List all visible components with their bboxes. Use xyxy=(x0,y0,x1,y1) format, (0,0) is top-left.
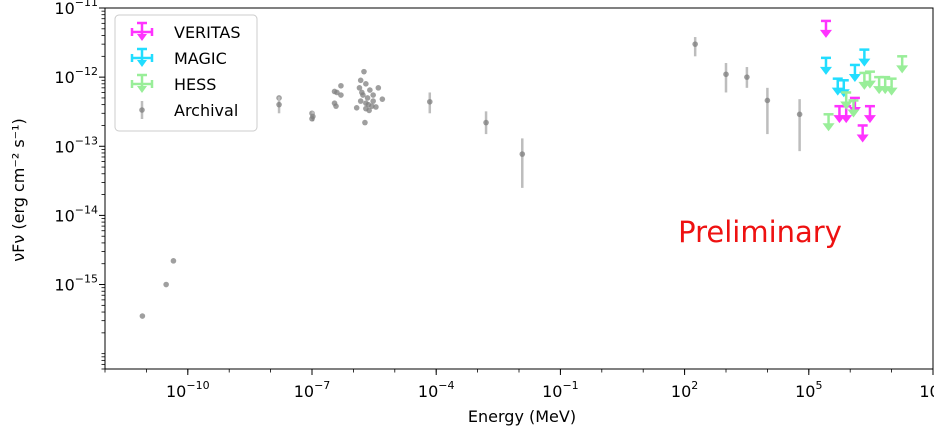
upper-limit-marker xyxy=(819,19,832,38)
x-tick-label: 10−10 xyxy=(166,379,210,401)
data-point xyxy=(796,111,803,118)
ul-arrowhead xyxy=(858,58,871,67)
upper-limit-marker xyxy=(847,99,860,118)
data-point xyxy=(360,92,366,98)
data-point xyxy=(426,98,433,105)
legend-item-veritas: VERITAS xyxy=(130,21,241,42)
upper-limit-marker xyxy=(863,70,876,89)
plot-area xyxy=(139,19,909,319)
ul-arrowhead xyxy=(885,87,898,96)
data-point xyxy=(764,97,771,104)
legend-arrowhead xyxy=(137,60,147,67)
data-point xyxy=(139,313,146,319)
ul-arrowhead xyxy=(819,66,832,75)
y-tick-label: 10−11 xyxy=(54,0,98,18)
series-archival xyxy=(139,37,803,319)
data-point xyxy=(370,92,376,98)
data-point xyxy=(519,151,526,157)
data-point xyxy=(363,81,369,87)
legend: VERITAS MAGIC HESS Archival xyxy=(114,14,258,132)
legend-frame xyxy=(114,14,258,132)
legend-label: VERITAS xyxy=(174,23,241,42)
y-tick-label: 10−14 xyxy=(54,203,98,225)
data-point xyxy=(353,105,360,111)
ul-arrowhead xyxy=(896,65,909,74)
ul-arrowhead xyxy=(863,80,876,89)
data-point xyxy=(367,87,373,93)
ul-arrowhead xyxy=(848,73,861,82)
data-point xyxy=(373,104,379,110)
upper-limit-marker xyxy=(840,91,853,110)
x-tick-label: 105 xyxy=(795,379,822,401)
legend-label: MAGIC xyxy=(174,49,227,68)
legend-item-magic: MAGIC xyxy=(130,47,227,68)
data-point xyxy=(692,41,698,47)
legend-marker xyxy=(139,107,145,113)
series-veritas xyxy=(819,19,876,143)
data-point xyxy=(361,68,367,75)
data-point xyxy=(362,119,368,126)
data-point xyxy=(276,101,282,108)
data-point xyxy=(370,98,376,104)
x-tick-label: 10−7 xyxy=(294,379,331,401)
y-axis-label: νFν (erg cm⁻² s⁻¹) xyxy=(9,118,28,262)
ul-arrowhead xyxy=(856,134,869,143)
upper-limit-marker xyxy=(856,124,869,143)
ul-arrowhead xyxy=(840,115,853,124)
x-tick-label: 10−1 xyxy=(542,379,579,401)
upper-limit-marker xyxy=(896,55,909,74)
upper-limit-marker xyxy=(858,48,871,67)
data-point xyxy=(744,74,750,80)
preliminary-annotation: Preliminary xyxy=(678,215,842,249)
data-point xyxy=(366,107,372,114)
legend-arrowhead xyxy=(137,34,147,41)
data-point xyxy=(163,281,169,288)
data-point xyxy=(338,82,344,89)
data-point xyxy=(364,95,371,101)
data-point xyxy=(170,258,177,264)
upper-limit-marker xyxy=(863,104,876,124)
x-tick-label: 102 xyxy=(671,379,698,401)
ul-arrowhead xyxy=(863,115,876,124)
legend-item-hess: HESS xyxy=(130,73,216,94)
legend-label: HESS xyxy=(174,75,216,94)
y-tick-label: 10−13 xyxy=(54,134,98,156)
data-point xyxy=(357,77,364,84)
legend-label: Archival xyxy=(174,101,238,120)
data-point xyxy=(375,85,382,91)
upper-limit-marker xyxy=(885,77,898,96)
ul-arrowhead xyxy=(840,101,853,110)
y-tick-label: 10−12 xyxy=(54,65,98,87)
data-point xyxy=(338,92,344,98)
ul-arrowhead xyxy=(822,123,835,132)
data-point xyxy=(723,71,729,78)
data-point xyxy=(309,115,315,122)
legend-arrowhead xyxy=(137,86,147,93)
data-point xyxy=(379,96,386,102)
upper-limit-marker xyxy=(822,113,835,132)
data-point xyxy=(333,103,339,109)
y-axis: 10−15 10−14 10−13 10−12 10−11 xyxy=(54,0,105,370)
data-point xyxy=(334,89,340,96)
ul-arrowhead xyxy=(847,109,860,118)
legend-item-archival: Archival xyxy=(139,101,238,120)
series-hess xyxy=(822,55,909,132)
x-axis-label: Energy (MeV) xyxy=(468,407,576,426)
upper-limit-marker xyxy=(819,56,832,75)
ul-arrowhead xyxy=(819,29,832,38)
data-point xyxy=(356,85,363,91)
y-tick-label: 10−15 xyxy=(54,273,98,295)
x-axis: 10−10 10−7 10−4 10−1 102 105 108 xyxy=(104,369,934,401)
data-point xyxy=(483,119,489,126)
upper-limit-marker xyxy=(848,63,861,82)
x-tick-label: 10−4 xyxy=(418,379,455,401)
x-tick-label: 108 xyxy=(919,379,934,401)
data-point xyxy=(357,98,364,104)
